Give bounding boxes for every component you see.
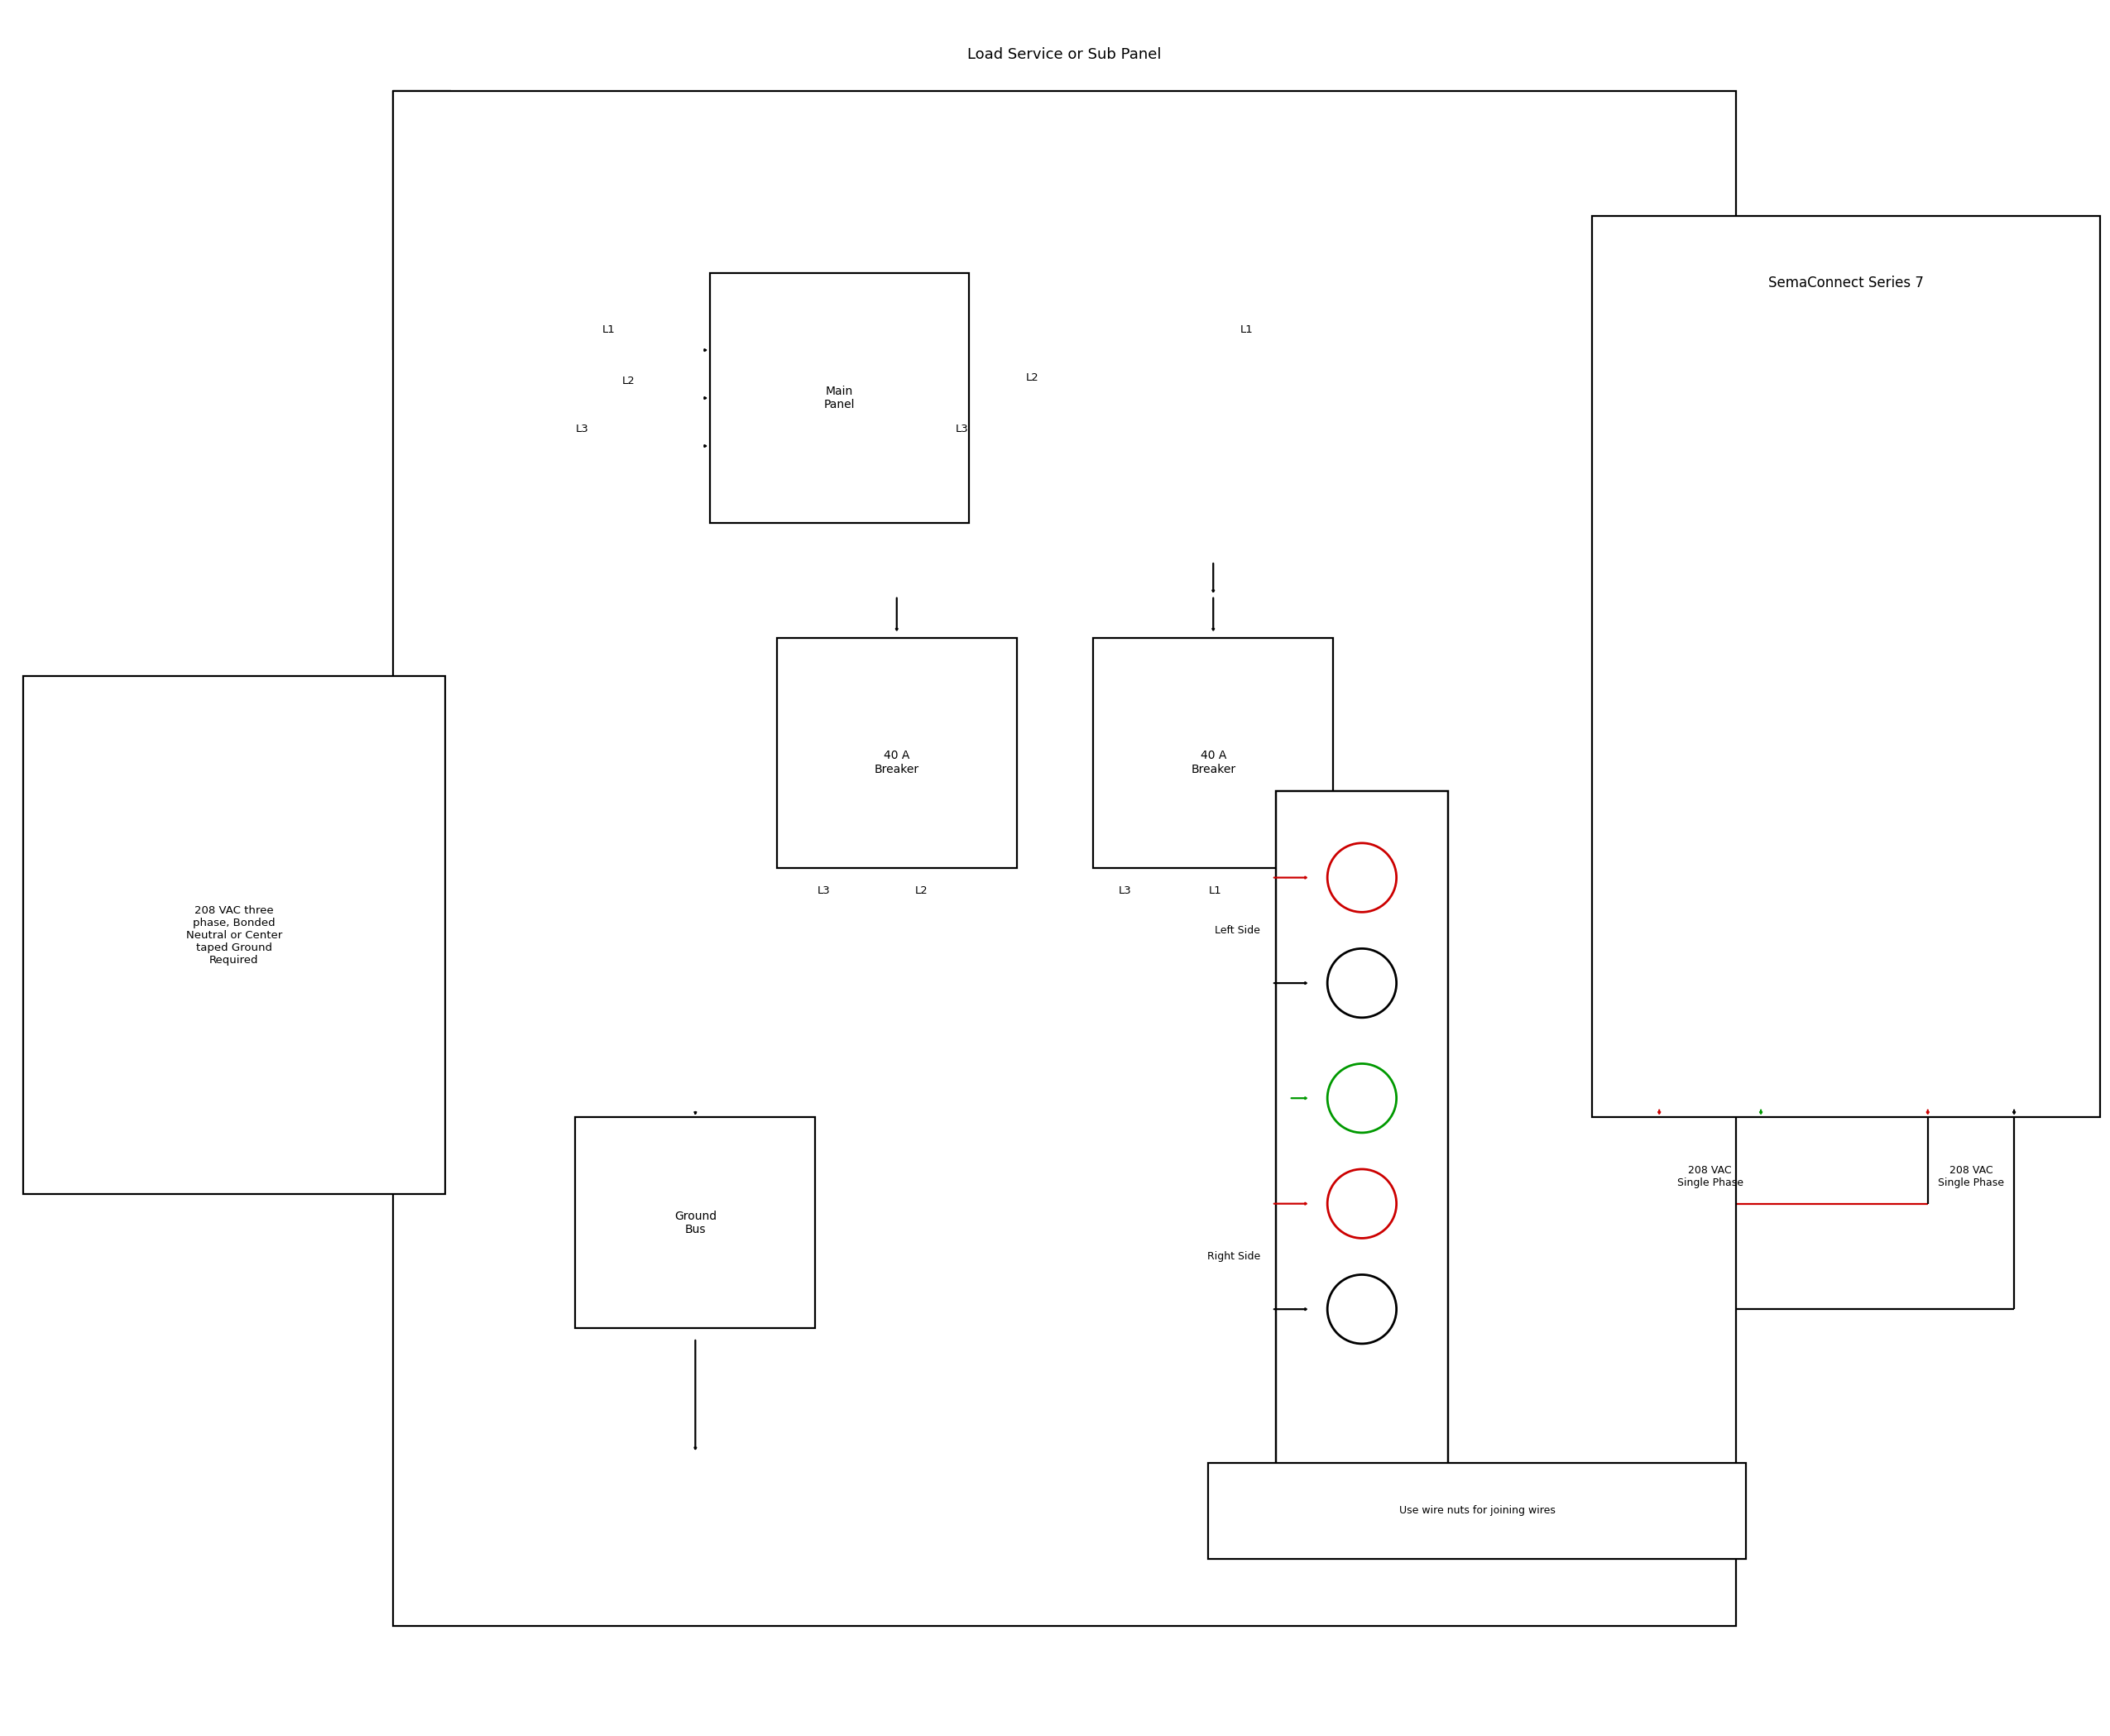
Text: L1: L1 (1209, 885, 1222, 896)
Bar (392, 90, 1737, 1625)
Text: L3: L3 (817, 885, 831, 896)
Bar (776, 637, 1017, 868)
Text: Ground
Bus: Ground Bus (675, 1210, 717, 1236)
Text: 40 A
Breaker: 40 A Breaker (1190, 750, 1236, 774)
Text: L1: L1 (1241, 325, 1253, 335)
Text: L3: L3 (956, 424, 968, 434)
Bar (576, 1118, 814, 1328)
Text: Main
Panel: Main Panel (823, 385, 855, 410)
Bar (1593, 215, 2099, 1118)
Text: L2: L2 (916, 885, 928, 896)
Bar (23, 677, 445, 1194)
Bar (709, 273, 968, 523)
Text: L3: L3 (576, 424, 589, 434)
Text: 208 VAC three
phase, Bonded
Neutral or Center
taped Ground
Required: 208 VAC three phase, Bonded Neutral or C… (186, 904, 283, 965)
Text: SemaConnect Series 7: SemaConnect Series 7 (1768, 276, 1924, 290)
Bar (1209, 1463, 1745, 1559)
Bar (1093, 637, 1334, 868)
Text: L1: L1 (603, 325, 616, 335)
Text: L2: L2 (1025, 372, 1040, 382)
Text: Use wire nuts for joining wires: Use wire nuts for joining wires (1399, 1505, 1555, 1516)
Text: 40 A
Breaker: 40 A Breaker (874, 750, 920, 774)
Bar (1277, 792, 1447, 1483)
Text: Left Side: Left Side (1215, 925, 1260, 936)
Text: Load Service or Sub Panel: Load Service or Sub Panel (968, 47, 1163, 62)
Text: L3: L3 (1118, 885, 1131, 896)
Text: 208 VAC
Single Phase: 208 VAC Single Phase (1677, 1165, 1743, 1189)
Text: 208 VAC
Single Phase: 208 VAC Single Phase (1937, 1165, 2004, 1189)
Text: Right Side: Right Side (1207, 1252, 1260, 1262)
Text: L2: L2 (622, 375, 635, 387)
